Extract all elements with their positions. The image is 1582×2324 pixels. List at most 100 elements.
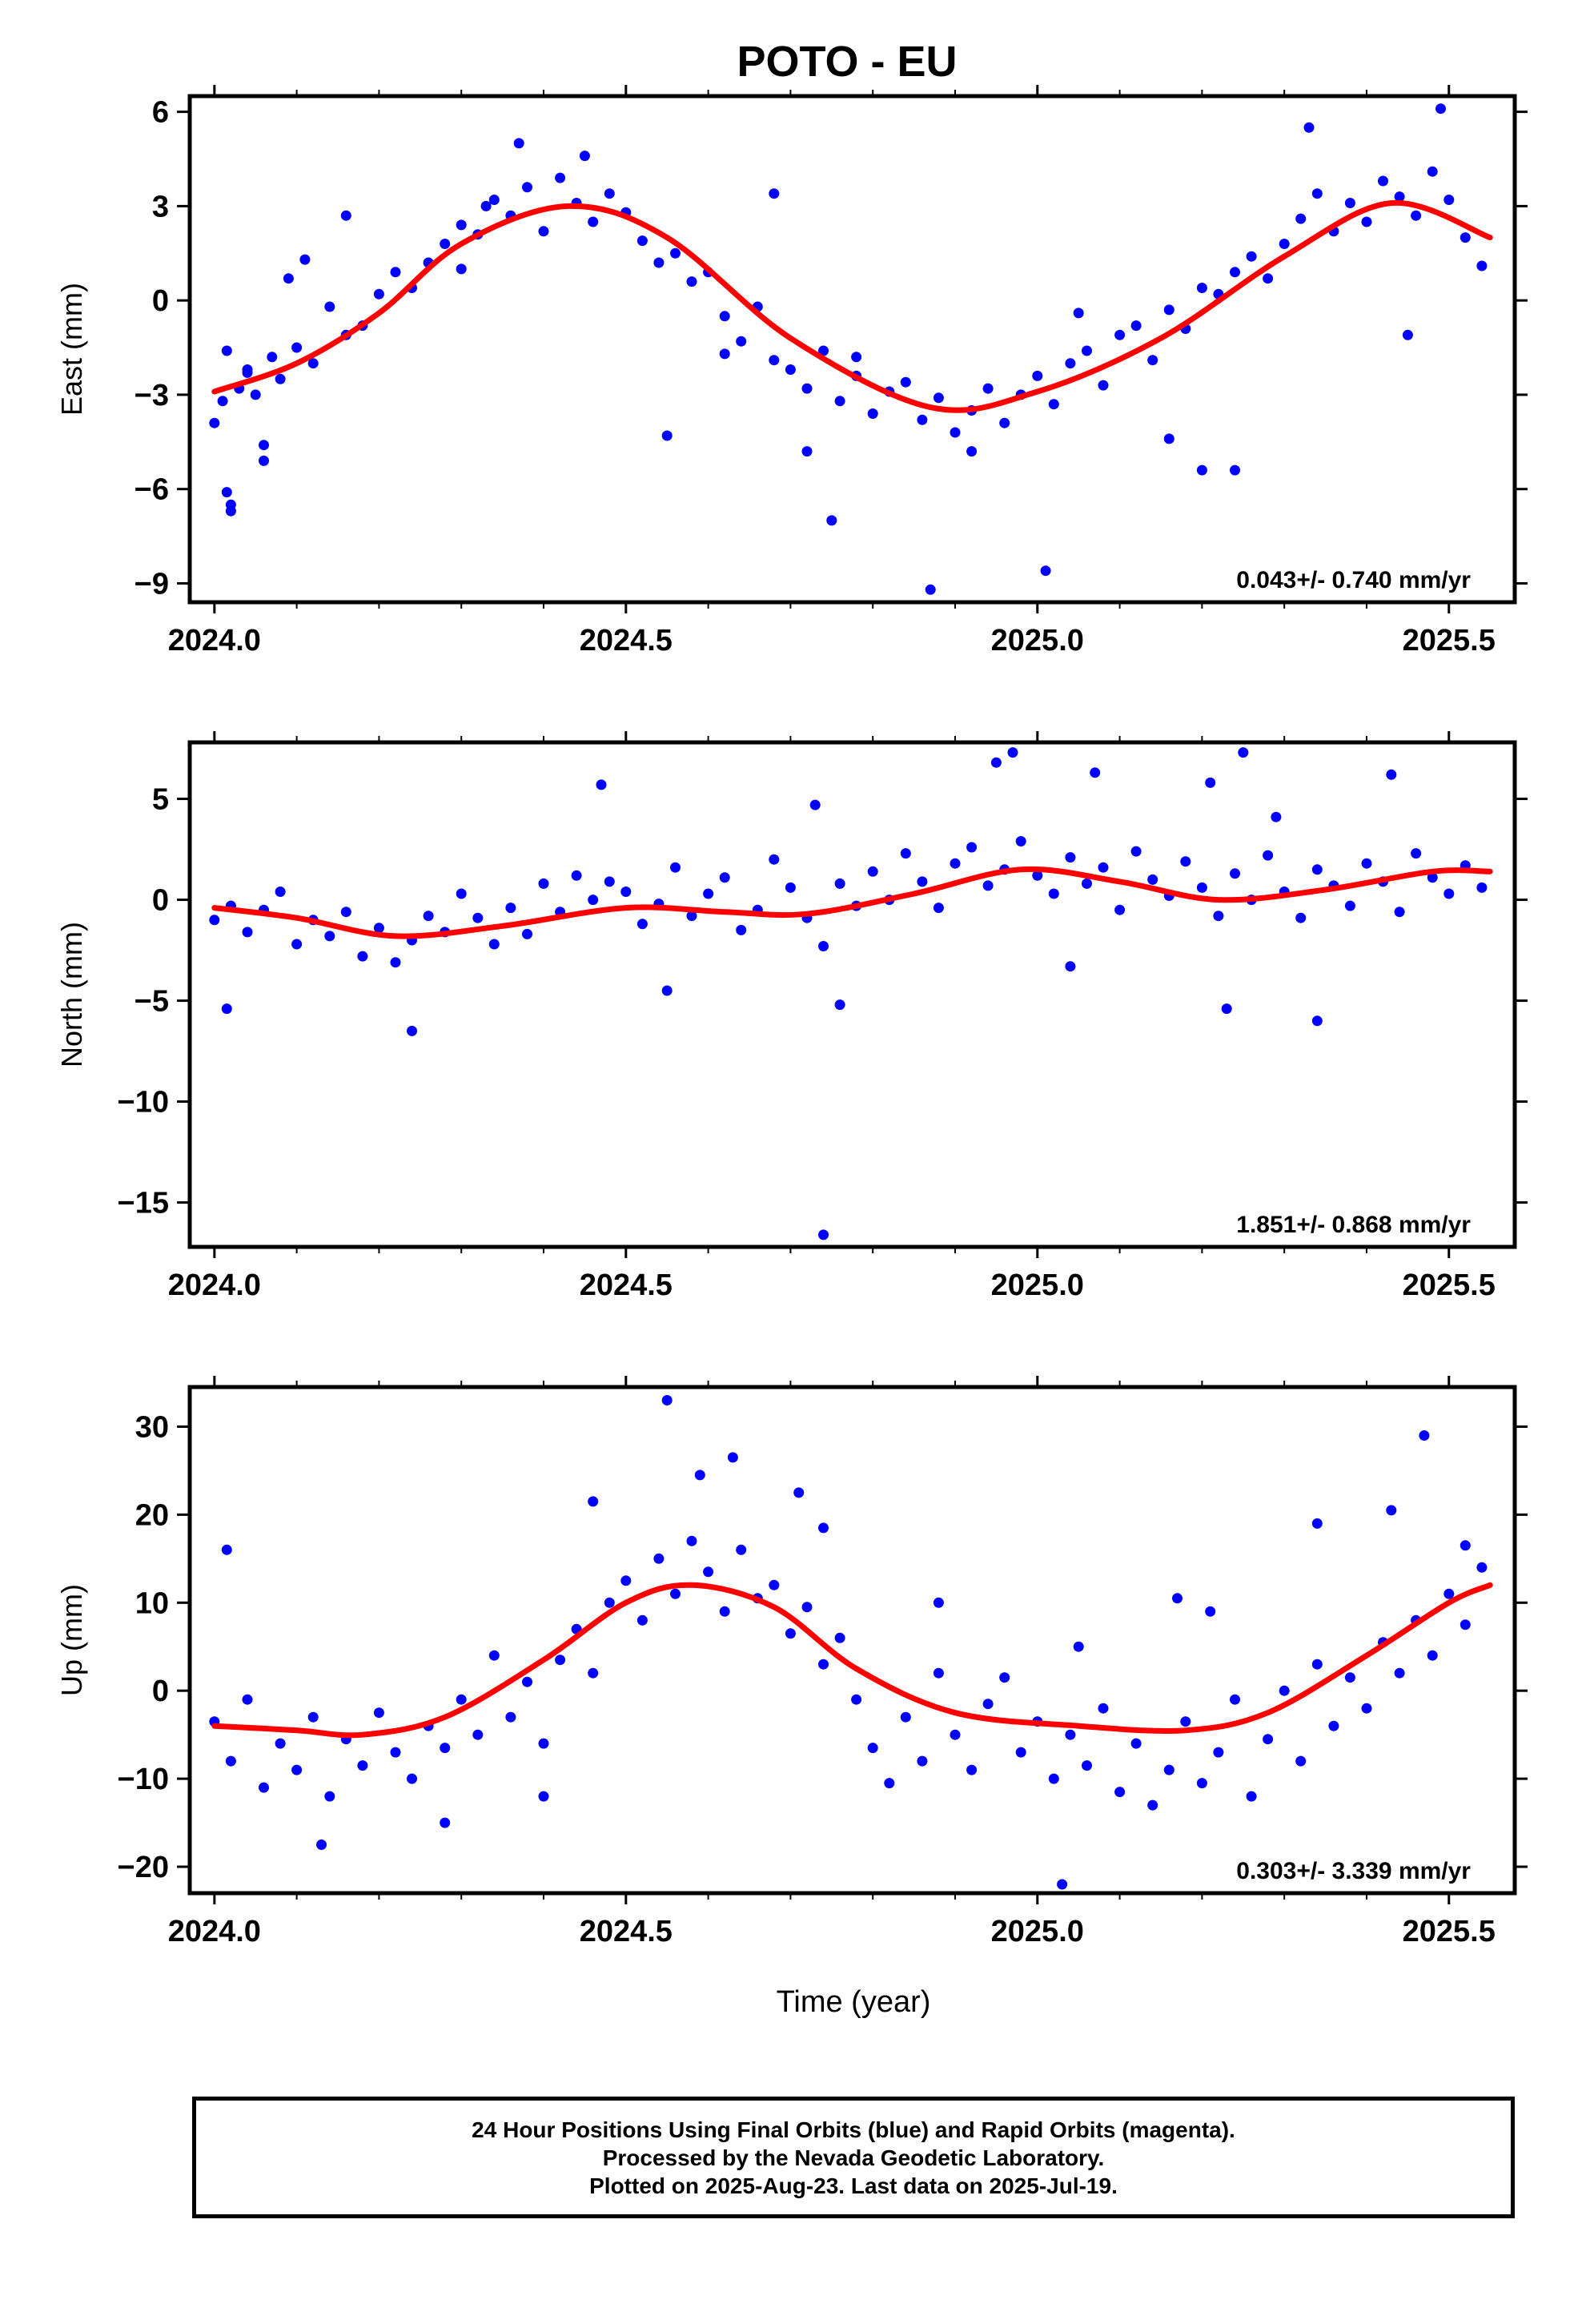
up-point (620, 1575, 632, 1586)
up-point (1048, 1773, 1059, 1784)
north-point (1048, 888, 1059, 899)
north-point (1180, 856, 1191, 867)
north-point (505, 903, 516, 914)
north-point (604, 876, 615, 887)
east-fit-line (211, 199, 1493, 413)
up-point (719, 1606, 730, 1617)
east-xtick-label: 2024.0 (168, 624, 261, 657)
up-point (1419, 1430, 1430, 1441)
east-point (1032, 370, 1043, 381)
east-point (555, 172, 566, 183)
up-axes: 2024.0 2024.5 2025.0 2025.5 −20 −10 0 10 20 30 (118, 1376, 1528, 1948)
north-point (423, 911, 434, 922)
east-point (867, 408, 878, 419)
east-point (307, 358, 319, 369)
east-point (604, 188, 615, 199)
north-point (1394, 907, 1405, 918)
east-point (1402, 329, 1413, 340)
east-point (1073, 308, 1084, 319)
north-point (1082, 878, 1092, 889)
up-point (604, 1597, 615, 1608)
north-ytick-label: −15 (118, 1187, 169, 1220)
north-point (769, 854, 780, 865)
north-point (1443, 888, 1455, 899)
up-point (1130, 1738, 1142, 1749)
up-point (440, 1817, 451, 1828)
up-point (801, 1602, 813, 1613)
east-point (851, 352, 862, 363)
up-point (472, 1729, 484, 1740)
east-point (1279, 239, 1290, 249)
up-point (291, 1764, 303, 1775)
east-point (1230, 267, 1240, 278)
north-point (1015, 836, 1026, 846)
up-point (225, 1755, 236, 1767)
east-point (225, 505, 236, 517)
north-point (1271, 811, 1282, 822)
up-point (357, 1760, 368, 1771)
east-point (1196, 464, 1207, 476)
north-point (1476, 882, 1488, 893)
up-point (818, 1522, 829, 1534)
east-point (1065, 358, 1076, 369)
east-point (1082, 345, 1092, 356)
figure-title: POTO - EU (737, 38, 957, 86)
up-point (769, 1579, 780, 1590)
up-point (694, 1470, 705, 1481)
north-point (670, 862, 681, 873)
up-point (950, 1729, 961, 1740)
up-point (966, 1764, 978, 1775)
north-point (522, 928, 532, 939)
up-point (242, 1694, 253, 1705)
up-point (275, 1738, 286, 1749)
east-point (661, 430, 673, 441)
east-point (221, 487, 232, 498)
up-point (636, 1614, 648, 1626)
east-point (1311, 188, 1323, 199)
east-point (1048, 399, 1059, 410)
east-point (1435, 103, 1446, 115)
up-point (324, 1791, 335, 1802)
up-points (209, 1395, 1488, 1890)
north-point (1196, 882, 1207, 893)
north-point (1205, 777, 1216, 788)
north-point (340, 907, 351, 918)
north-axis-label: North (mm) (55, 922, 88, 1068)
north-point (1386, 769, 1397, 780)
north-point (275, 887, 286, 897)
east-point (900, 376, 911, 388)
north-point (390, 957, 401, 968)
up-point (505, 1711, 516, 1723)
north-point (719, 872, 730, 883)
north-point (1221, 1003, 1232, 1015)
east-point (933, 392, 944, 404)
north-xtick-label: 2024.0 (168, 1269, 261, 1302)
east-ytick-label: 3 (152, 190, 169, 223)
north-point (1007, 747, 1018, 758)
north-point (661, 985, 673, 996)
east-point (1411, 210, 1422, 221)
footer-line-2: Processed by the Nevada Geodetic Laborat… (602, 2145, 1105, 2170)
east-point (1263, 273, 1274, 284)
north-xtick-label: 2025.5 (1403, 1269, 1496, 1302)
north-point (373, 923, 384, 934)
up-point (736, 1544, 747, 1555)
north-point (834, 999, 845, 1011)
east-point (917, 414, 928, 425)
east-point (513, 138, 524, 149)
up-ytick-label: 0 (152, 1675, 169, 1708)
up-point (1098, 1703, 1109, 1714)
up-panel: 2024.0 2024.5 2025.0 2025.5 −20 −10 0 10 20 30 Up… (55, 1376, 1528, 1948)
east-point (1246, 251, 1257, 262)
up-point (999, 1672, 1010, 1683)
east-point (283, 273, 294, 284)
up-rate-label: 0.303+/- 3.339 mm/yr (1236, 1858, 1471, 1884)
up-point (259, 1782, 269, 1793)
north-point (950, 858, 961, 869)
footer-caption-box: 24 Hour Positions Using Final Orbits (bl… (192, 2097, 1515, 2218)
east-point (275, 373, 286, 384)
up-point (1065, 1729, 1076, 1740)
east-point (736, 336, 747, 347)
up-point (785, 1628, 796, 1639)
north-rate-label: 1.851+/- 0.868 mm/yr (1236, 1212, 1471, 1238)
